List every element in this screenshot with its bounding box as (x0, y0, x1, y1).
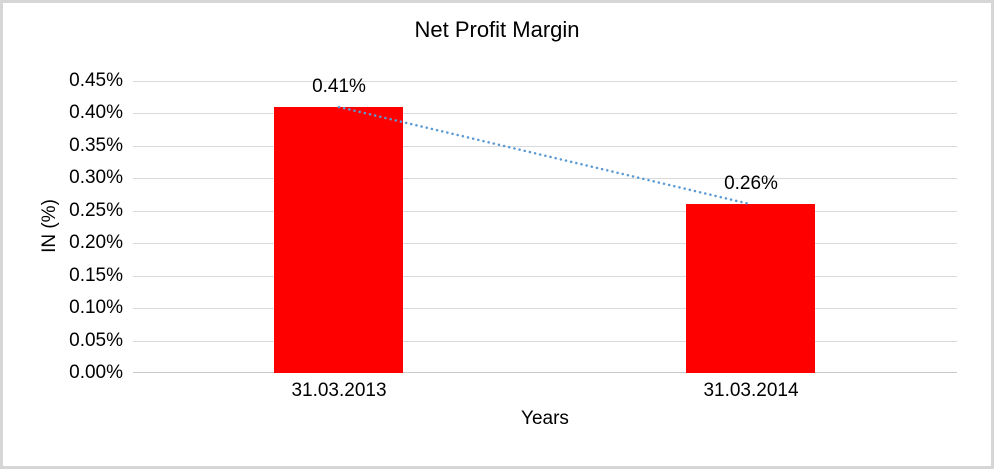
y-axis-title: IN (%) (39, 199, 60, 253)
x-axis-line (133, 372, 957, 373)
gridline (133, 113, 957, 114)
gridline (133, 341, 957, 342)
x-axis-tick-label: 31.03.2014 (703, 380, 799, 401)
gridline (133, 276, 957, 277)
y-axis-tick-label: 0.10% (69, 297, 123, 318)
bar (686, 204, 815, 373)
y-axis-tick-label: 0.05% (69, 330, 123, 351)
trendline-svg (337, 105, 753, 206)
gridline (133, 146, 957, 147)
bar (274, 107, 403, 373)
y-axis-tick-label: 0.20% (69, 232, 123, 253)
y-axis-tick-label: 0.35% (69, 135, 123, 156)
gridline (133, 211, 957, 212)
y-axis-tick-label: 0.25% (69, 200, 123, 221)
y-axis-tick-label: 0.15% (69, 265, 123, 286)
chart-title: Net Profit Margin (414, 17, 580, 42)
gridline (133, 308, 957, 309)
x-axis-title: Years (521, 408, 569, 429)
bar-data-label: 0.41% (312, 76, 366, 97)
y-axis-tick-label: 0.45% (69, 70, 123, 91)
bar-data-label: 0.26% (724, 173, 778, 195)
y-axis-tick-label: 0.30% (69, 167, 123, 188)
y-axis-tick-label: 0.00% (69, 362, 123, 383)
gridline (133, 81, 957, 82)
gridline (133, 178, 957, 179)
plot-area: 0.41% 0.26% (133, 76, 957, 373)
x-axis-tick-label: 31.03.2013 (291, 380, 387, 401)
y-axis-tick-label: 0.40% (69, 102, 123, 123)
gridline (133, 243, 957, 244)
